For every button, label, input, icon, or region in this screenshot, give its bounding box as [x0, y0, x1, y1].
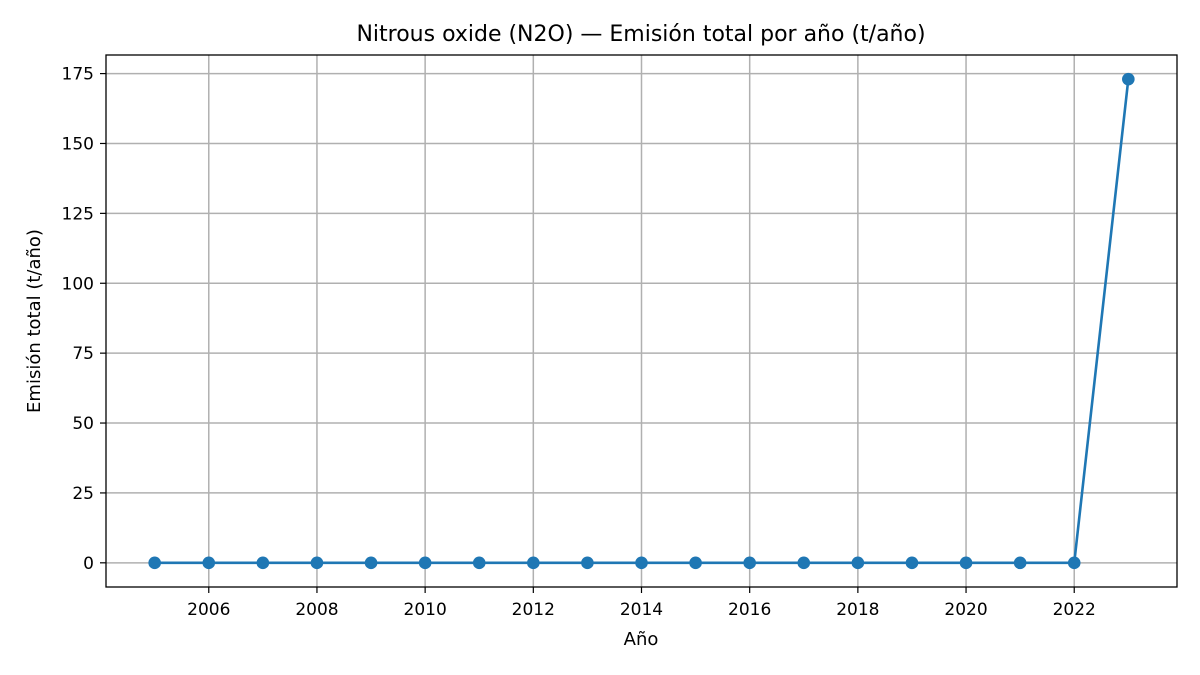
y-tick-label: 125 — [62, 204, 94, 224]
x-tick-label: 2006 — [187, 600, 230, 620]
data-point — [581, 556, 594, 570]
data-point — [202, 556, 216, 570]
data-point — [310, 556, 324, 570]
series-layer — [148, 72, 1135, 570]
data-point — [851, 556, 865, 570]
data-point — [905, 556, 919, 570]
y-tick-label: 50 — [72, 414, 94, 434]
y-tick-label: 75 — [72, 344, 94, 364]
y-tick-label: 175 — [62, 65, 94, 85]
x-tick-label: 2020 — [944, 600, 987, 620]
data-point — [472, 556, 486, 570]
data-point — [256, 556, 270, 570]
data-point — [527, 556, 540, 570]
data-point — [1122, 72, 1135, 86]
data-point — [959, 556, 973, 570]
y-tick-label: 0 — [83, 554, 94, 574]
data-point — [148, 556, 161, 570]
x-tick-label: 2008 — [295, 600, 338, 620]
x-tick-label: 2014 — [620, 600, 663, 620]
x-axis-ticks: 2006 2008 2010 2012 2014 2016 2018 2020 2022 — [187, 587, 1096, 620]
data-point — [689, 556, 702, 570]
y-tick-label: 150 — [62, 134, 94, 154]
x-tick-label: 2018 — [836, 600, 879, 620]
y-axis-ticks: 0 25 50 75 100 125 150 175 — [62, 65, 106, 574]
grid — [106, 55, 1177, 587]
y-tick-label: 25 — [72, 484, 94, 504]
data-point — [418, 556, 432, 570]
data-point — [635, 556, 648, 570]
x-tick-label: 2010 — [404, 600, 447, 620]
data-point — [743, 556, 756, 570]
y-axis-label: Emisión total (t/año) — [24, 229, 45, 413]
data-point — [364, 556, 378, 570]
x-tick-label: 2022 — [1053, 600, 1096, 620]
chart-title: Nitrous oxide (N2O) — Emisión total por … — [356, 22, 925, 47]
data-point — [797, 556, 811, 570]
x-tick-label: 2012 — [512, 600, 555, 620]
x-axis-label: Año — [624, 629, 659, 650]
y-tick-label: 100 — [62, 274, 94, 294]
data-point — [1067, 556, 1081, 570]
data-point — [1013, 556, 1027, 570]
x-tick-label: 2016 — [728, 600, 771, 620]
